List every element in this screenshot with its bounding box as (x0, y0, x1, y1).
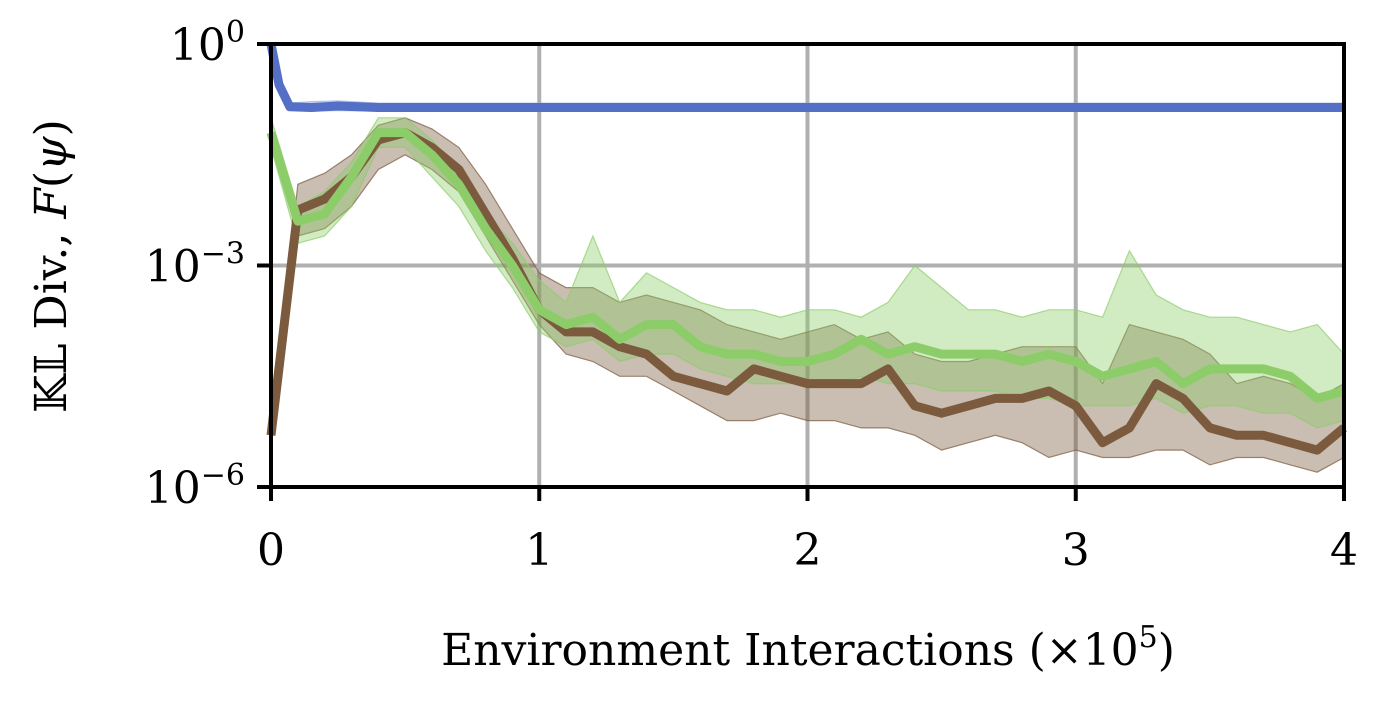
y-axis: 100 10−3 10−6 (145, 15, 271, 514)
x-tick-label: 0 (257, 525, 285, 576)
x-axis: 0 1 2 3 4 (257, 487, 1358, 576)
series-0-line (266, 43, 1344, 112)
y-tick-label: 10−3 (145, 237, 245, 293)
series-lines (266, 43, 1347, 455)
x-tick-label: 4 (1330, 525, 1358, 576)
series-1-line (266, 128, 1347, 455)
grid (271, 44, 1344, 487)
x-axis-label: Environment Interactions (×105) (441, 620, 1175, 676)
x-tick-label: 1 (525, 525, 553, 576)
y-axis-label: 𝕂𝕃 Div., F(ψ) (26, 119, 77, 413)
x-tick-label: 2 (794, 525, 822, 576)
y-tick-label: 10−6 (145, 458, 245, 514)
x-tick-label: 3 (1062, 525, 1090, 576)
series-2-line (266, 128, 1346, 403)
y-tick-label: 100 (170, 15, 245, 71)
